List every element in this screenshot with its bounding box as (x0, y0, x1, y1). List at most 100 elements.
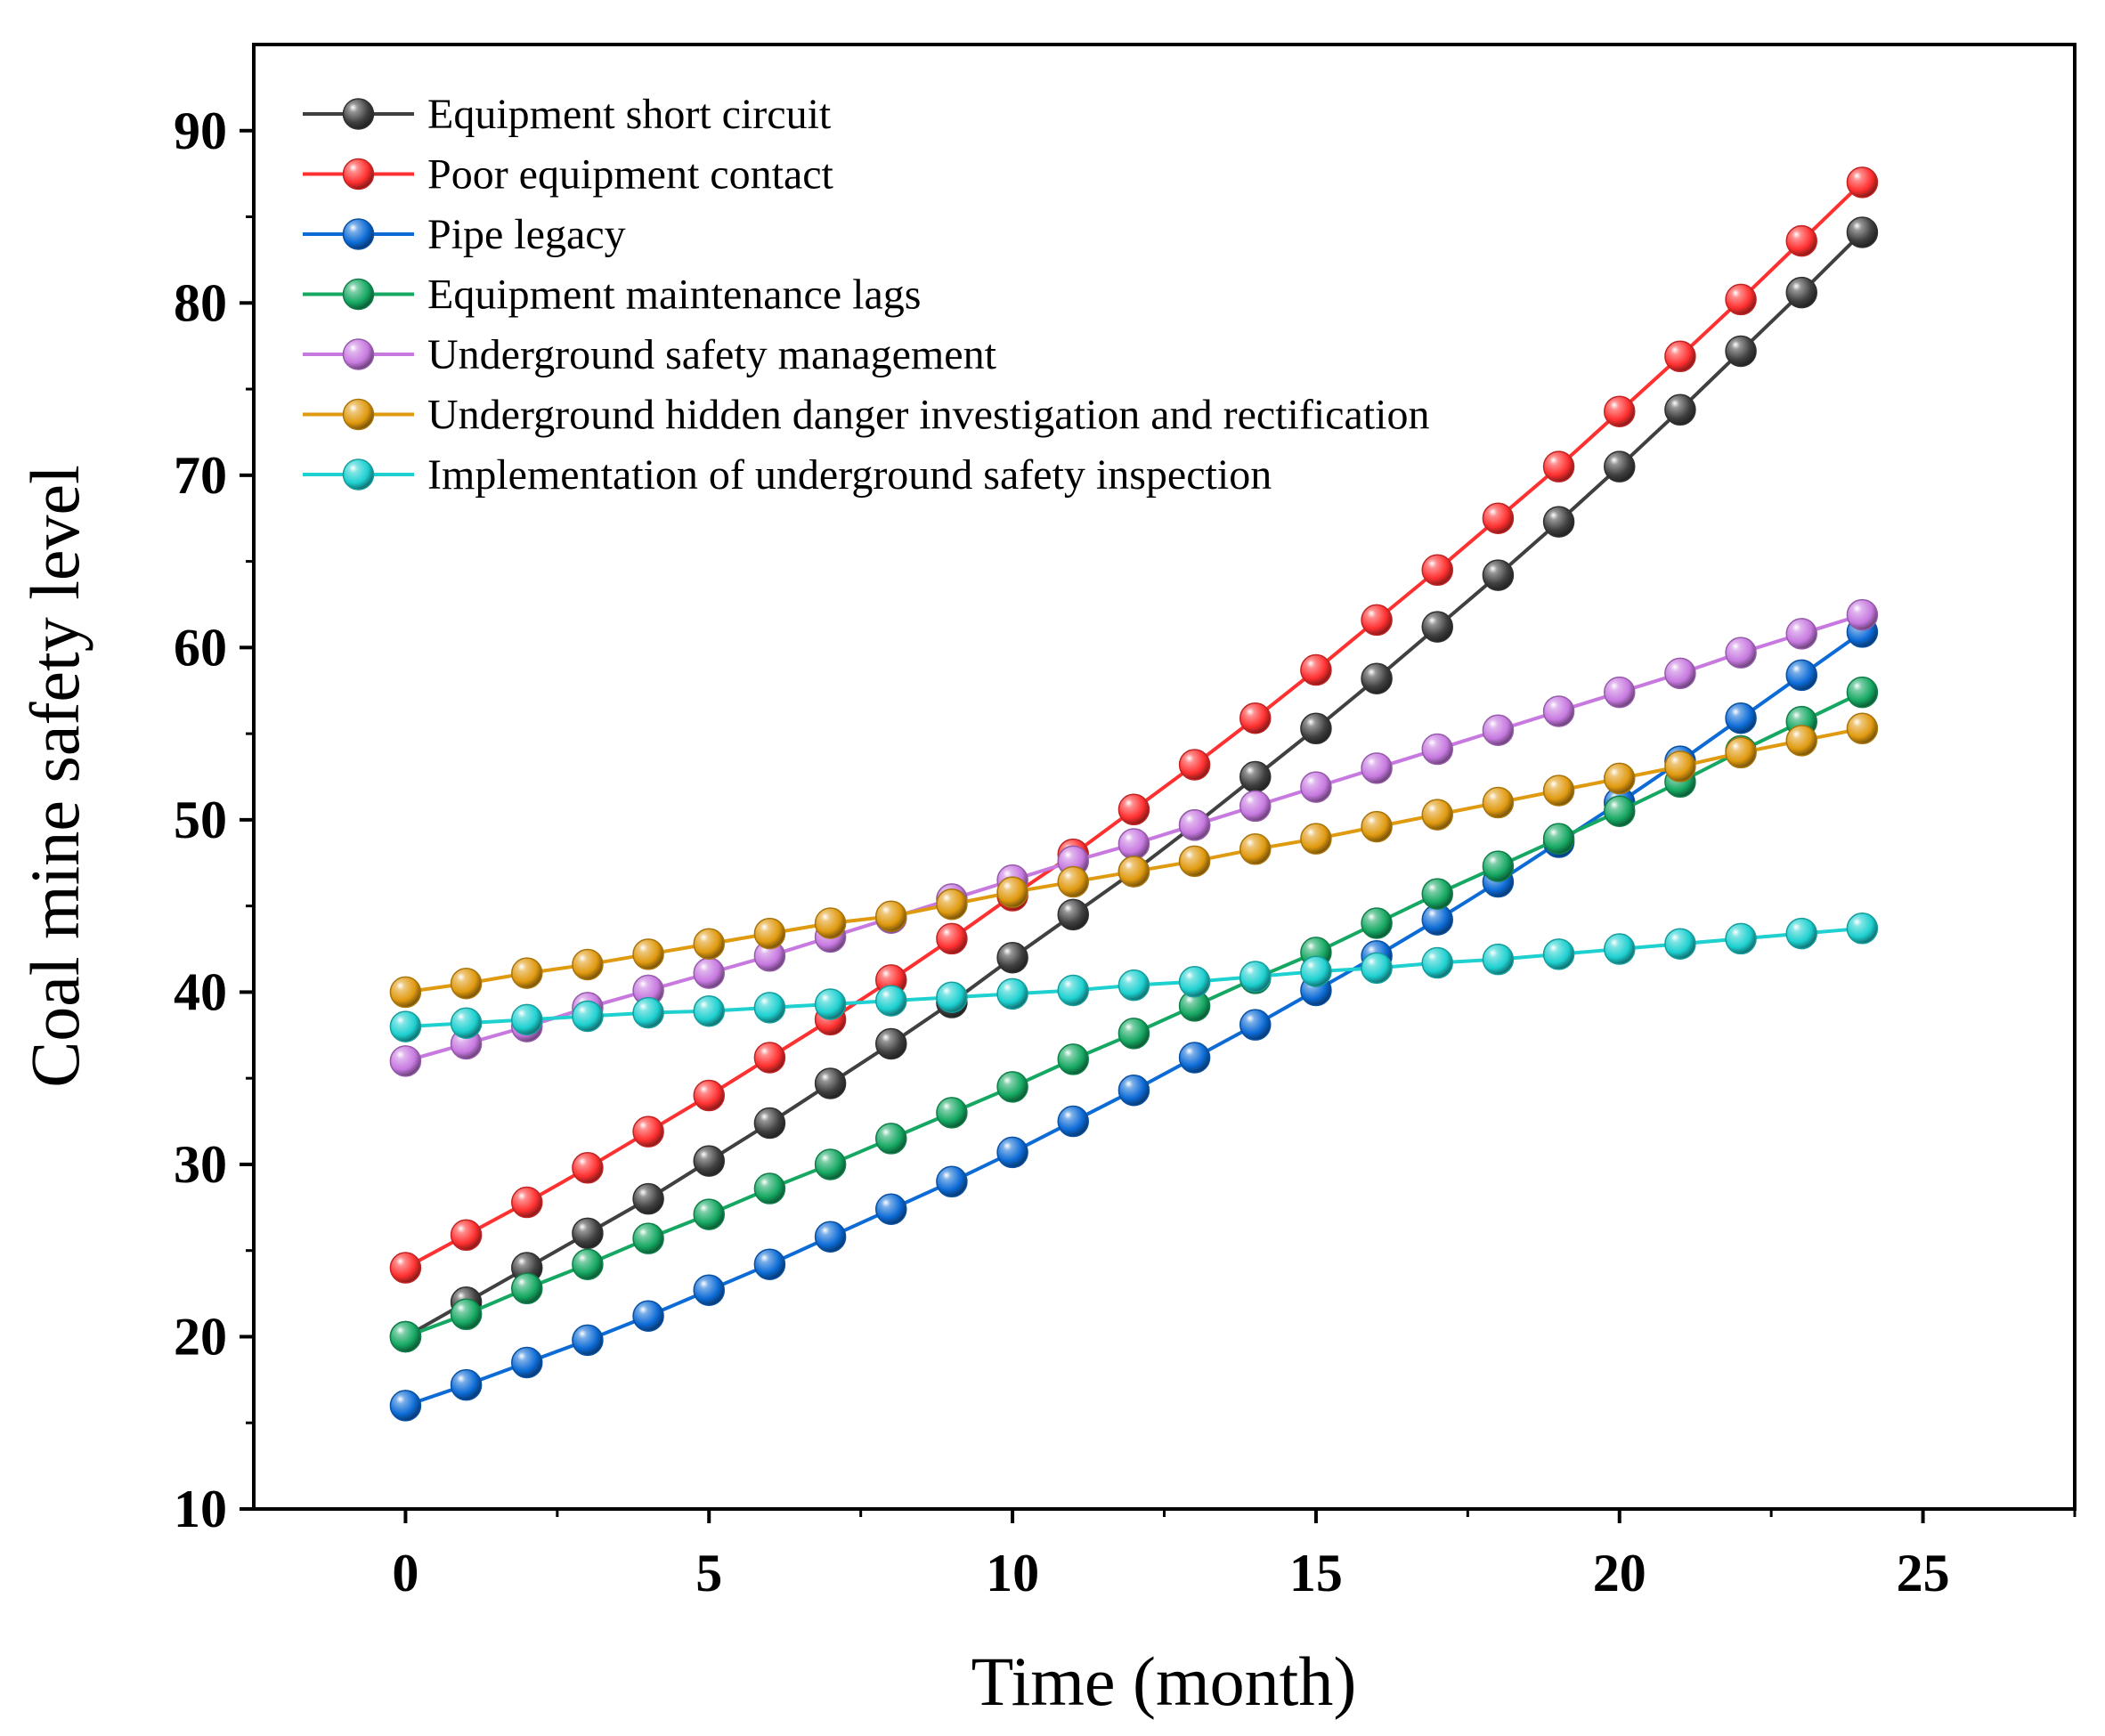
y-tick-label: 10 (174, 1480, 227, 1538)
data-point (1300, 955, 1332, 987)
data-point (1178, 845, 1211, 878)
data-point (1118, 793, 1150, 826)
data-point (1421, 799, 1453, 831)
data-point (1300, 653, 1332, 686)
series-6 (389, 913, 1879, 1042)
data-point (1604, 933, 1636, 965)
data-point (1118, 856, 1150, 888)
data-point (693, 1274, 725, 1306)
y-axis-title: Coal mine safety level (16, 465, 93, 1088)
legend-marker (342, 398, 375, 431)
data-point (1846, 913, 1879, 945)
data-point (1604, 395, 1636, 427)
data-point (1239, 760, 1272, 793)
data-point (632, 996, 664, 1029)
data-point (996, 876, 1028, 908)
data-point (1482, 786, 1515, 819)
data-point (1542, 506, 1575, 538)
legend-label: Underground hidden danger investigation … (427, 392, 1429, 439)
data-point (389, 1010, 422, 1042)
data-point (1785, 276, 1817, 309)
data-point (1361, 604, 1393, 637)
x-tick-label: 10 (986, 1544, 1039, 1602)
legend-item: Implementation of underground safety ins… (303, 451, 1272, 499)
data-point (814, 988, 847, 1020)
data-point (936, 981, 968, 1013)
series-layer (389, 166, 1879, 1422)
data-point (753, 917, 786, 950)
data-point (450, 1219, 483, 1252)
data-point (389, 1045, 422, 1077)
data-point (875, 1027, 907, 1060)
data-point (753, 1248, 786, 1280)
data-point (1300, 712, 1332, 745)
data-point (511, 957, 543, 989)
data-point (1118, 1018, 1150, 1050)
data-point (1846, 216, 1879, 248)
data-point (572, 1248, 604, 1280)
data-point (1361, 952, 1393, 985)
data-point (1542, 938, 1575, 970)
data-point (572, 1000, 604, 1033)
axis-ticks: 0 5 10 15 20 25 10 20 30 40 50 60 70 80 90 (174, 101, 2077, 1602)
data-point (996, 941, 1028, 974)
data-point (1361, 907, 1393, 939)
data-point (1239, 1009, 1272, 1041)
series-0 (389, 216, 1879, 1353)
legend-label: Underground safety management (427, 331, 997, 378)
data-point (936, 1165, 968, 1198)
legend-marker (342, 458, 375, 491)
data-point (511, 1186, 543, 1219)
data-point (389, 1252, 422, 1284)
data-point (1178, 749, 1211, 781)
data-point (936, 888, 968, 921)
data-point (1421, 878, 1453, 910)
series-3 (389, 676, 1879, 1353)
x-tick-label: 25 (1897, 1544, 1950, 1602)
x-tick-label: 5 (695, 1544, 722, 1602)
data-point (632, 1115, 664, 1148)
data-point (875, 985, 907, 1017)
legend-item: Poor equipment contact (303, 151, 834, 199)
data-point (1482, 714, 1515, 746)
data-point (1300, 823, 1332, 855)
data-point (450, 1007, 483, 1039)
data-point (1057, 898, 1089, 931)
data-point (875, 1123, 907, 1155)
data-point (753, 1042, 786, 1074)
data-point (753, 1107, 786, 1140)
data-point (1057, 1105, 1089, 1138)
data-point (1421, 554, 1453, 587)
data-point (1542, 775, 1575, 807)
legend-label: Equipment maintenance lags (427, 272, 921, 319)
legend-label: Equipment short circuit (427, 91, 832, 138)
data-point (1178, 966, 1211, 998)
data-point (1118, 1074, 1150, 1107)
data-point (814, 1221, 847, 1253)
data-point (1361, 752, 1393, 784)
legend-label: Pipe legacy (427, 211, 626, 258)
data-point (1057, 865, 1089, 898)
data-point (1361, 662, 1393, 694)
data-point (632, 1222, 664, 1254)
data-point (1725, 702, 1757, 734)
data-point (572, 1324, 604, 1357)
data-point (693, 1145, 725, 1177)
data-point (511, 1346, 543, 1379)
data-point (1725, 736, 1757, 769)
data-point (996, 1136, 1028, 1169)
data-point (511, 1003, 543, 1036)
data-point (936, 1097, 968, 1129)
data-point (389, 1320, 422, 1353)
data-point (1482, 850, 1515, 882)
legend-marker (342, 278, 375, 311)
y-tick-label: 30 (174, 1135, 227, 1194)
series-4 (389, 598, 1879, 1077)
data-point (572, 948, 604, 981)
data-point (1178, 1042, 1211, 1074)
data-point (1785, 725, 1817, 757)
data-point (1725, 637, 1757, 669)
x-tick-label: 0 (392, 1544, 419, 1602)
legend-item: Underground safety management (303, 331, 997, 378)
